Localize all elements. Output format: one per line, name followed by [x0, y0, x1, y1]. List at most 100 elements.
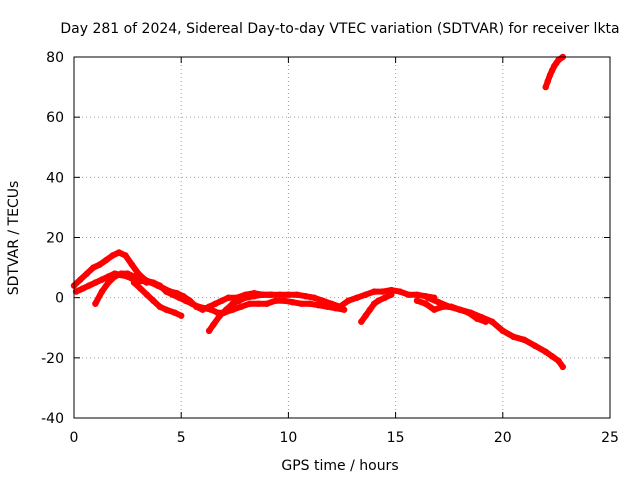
data-point: [323, 303, 331, 310]
data-point: [223, 306, 230, 313]
data-point: [182, 297, 189, 304]
data-point: [118, 270, 125, 277]
data-point: [90, 264, 97, 271]
data-point: [169, 291, 176, 298]
data-point: [156, 282, 163, 289]
data-point: [115, 249, 123, 256]
data-point: [555, 357, 562, 364]
data-point: [531, 342, 539, 349]
grid: [74, 57, 610, 418]
data-point: [111, 273, 118, 280]
data-point: [92, 300, 99, 307]
data-point: [188, 300, 196, 307]
data-point: [79, 285, 86, 292]
data-point: [98, 276, 106, 283]
data-point: [178, 312, 185, 319]
data-point: [306, 300, 313, 307]
data-point: [268, 291, 275, 298]
data-point: [242, 294, 249, 301]
data-point: [548, 353, 556, 360]
data-point: [388, 286, 395, 294]
data-point: [92, 279, 99, 286]
data-point: [195, 303, 202, 310]
data-point: [210, 321, 217, 328]
data-point: [482, 318, 489, 325]
data-point: [289, 299, 296, 306]
data-point: [315, 302, 322, 309]
data-point: [216, 312, 223, 319]
data-point: [103, 256, 110, 264]
data-point: [255, 300, 262, 307]
y-tick-label: 0: [55, 291, 64, 307]
data-point: [362, 291, 369, 298]
data-point: [362, 312, 369, 319]
data-point: [246, 300, 253, 307]
data-point: [542, 348, 549, 355]
data-point: [105, 279, 112, 286]
data-point: [263, 300, 271, 307]
data-point: [381, 294, 389, 301]
data-point: [302, 293, 309, 300]
data-point: [298, 300, 305, 307]
x-tick-label: 25: [601, 430, 619, 446]
data-point: [413, 297, 421, 304]
data-point: [353, 294, 361, 301]
data-point: [542, 83, 549, 91]
x-tick-label: 5: [177, 430, 186, 446]
data-point: [293, 291, 301, 298]
data-point: [218, 297, 226, 304]
data-point: [122, 252, 129, 259]
data-point: [235, 297, 243, 304]
data-point: [150, 297, 157, 304]
data-point: [276, 291, 283, 298]
data-point: [413, 291, 421, 298]
data-point: [163, 306, 170, 313]
y-tick-label: 20: [46, 231, 64, 247]
data-point: [375, 297, 382, 304]
data-point: [259, 291, 266, 298]
data-point: [431, 306, 438, 313]
data-point: [229, 300, 236, 307]
data-point: [272, 297, 279, 304]
data-point: [98, 288, 106, 295]
data-point: [201, 305, 208, 312]
data-point: [473, 315, 481, 322]
data-point: [85, 282, 93, 289]
data-point: [137, 276, 144, 283]
data-point: [488, 318, 496, 325]
data-point: [439, 303, 446, 310]
data-point: [405, 291, 412, 298]
data-point: [448, 303, 455, 310]
chart-title: Day 281 of 2024, Sidereal Day-to-day VTE…: [60, 21, 619, 37]
data-point: [137, 285, 144, 292]
data-point: [345, 297, 352, 304]
x-tick-label: 15: [387, 430, 405, 446]
data-point: [319, 297, 326, 304]
data-point: [358, 318, 365, 325]
data-point: [77, 276, 84, 283]
x-tick-label: 0: [70, 430, 79, 446]
data-point: [156, 303, 163, 310]
y-tick-label: -40: [41, 411, 64, 427]
axis-ticks: 0 5 10 15 20 25 -40 -20 0 20 40 60 80: [41, 50, 619, 446]
y-tick-label: 40: [46, 170, 64, 186]
data-point: [150, 279, 157, 286]
data-point: [124, 270, 131, 277]
y-axis-label: SDTVAR / TECUs: [6, 181, 22, 296]
data-point: [208, 306, 215, 313]
data-point: [130, 279, 138, 286]
series-arc-short-3: [206, 291, 275, 334]
y-tick-label: 80: [46, 50, 64, 66]
data-point: [366, 306, 374, 313]
data-point: [559, 363, 566, 371]
data-point: [435, 299, 442, 306]
data-point: [379, 288, 386, 295]
y-tick-label: -20: [41, 351, 64, 367]
data-point: [340, 306, 348, 313]
data-point: [83, 270, 91, 277]
data-point: [280, 297, 288, 304]
x-tick-label: 10: [279, 430, 297, 446]
data-point: [212, 300, 219, 307]
data-point: [143, 291, 151, 298]
data-point: [250, 293, 258, 300]
